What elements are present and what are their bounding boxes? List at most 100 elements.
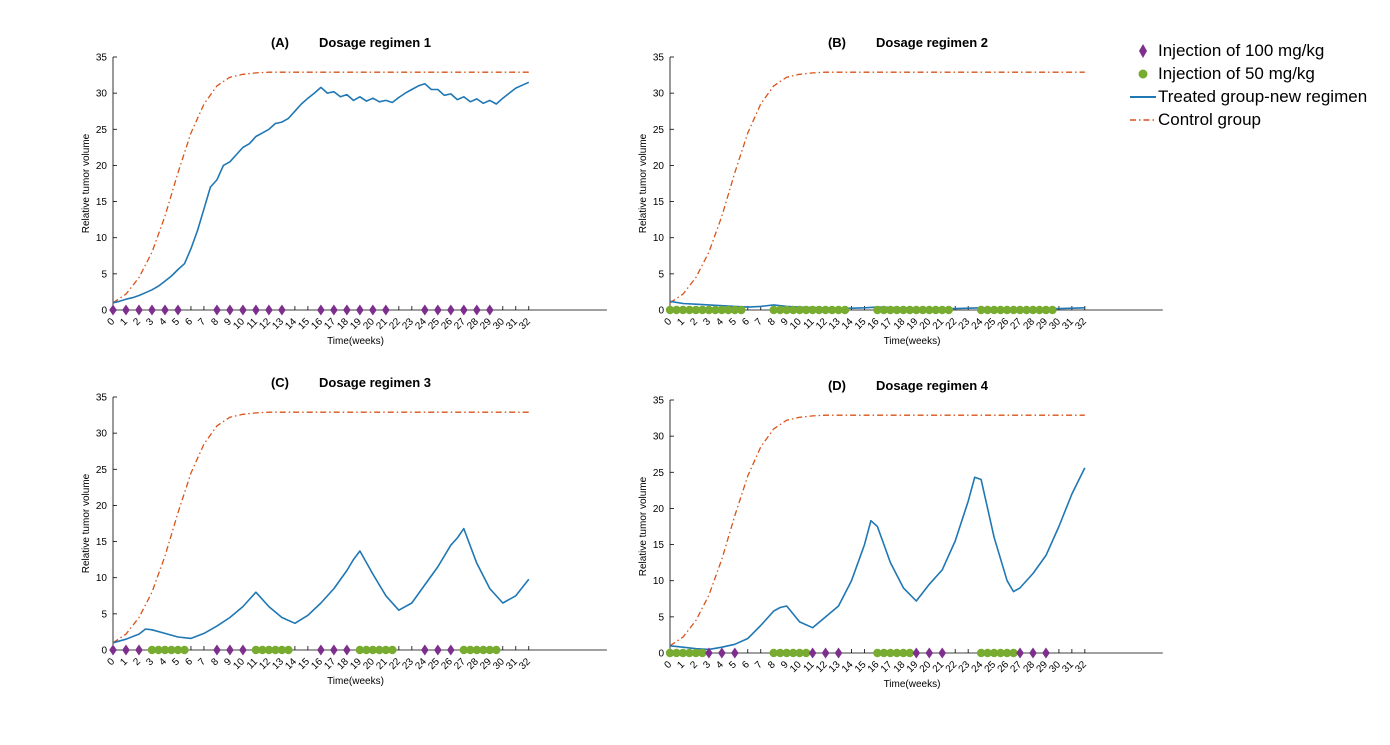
chart-title: Dosage regimen 4 bbox=[876, 378, 989, 393]
injection-100-marker bbox=[382, 304, 390, 316]
injection-100-marker bbox=[252, 304, 260, 316]
x-tick-label: 2 bbox=[688, 316, 700, 328]
injection-50-marker bbox=[698, 305, 707, 315]
injection-50-marker bbox=[147, 645, 157, 655]
injection-50-marker bbox=[264, 645, 274, 655]
x-tick-label: 32 bbox=[1073, 659, 1089, 675]
x-tick-label: 4 bbox=[714, 659, 726, 671]
y-axis-label: Relative tumor volume bbox=[638, 476, 649, 576]
injection-50-marker bbox=[685, 648, 694, 658]
x-tick-label: 2 bbox=[131, 656, 143, 668]
injection-100-marker bbox=[705, 647, 713, 659]
injection-50-marker bbox=[788, 648, 798, 658]
control-group-line bbox=[669, 414, 1085, 647]
injection-50-marker bbox=[466, 645, 475, 655]
injection-50-marker bbox=[362, 645, 371, 655]
y-tick-label: 20 bbox=[96, 501, 108, 512]
injection-50-marker bbox=[905, 305, 915, 315]
injection-50-marker bbox=[678, 305, 688, 315]
injection-50-marker bbox=[381, 645, 391, 655]
x-tick-label: 7 bbox=[753, 659, 765, 671]
injection-50-marker bbox=[1028, 305, 1038, 315]
y-tick-label: 35 bbox=[96, 393, 108, 404]
injection-100-marker bbox=[317, 304, 325, 316]
injection-100-marker bbox=[356, 304, 364, 316]
injection-100-marker bbox=[473, 304, 481, 316]
y-tick-label: 0 bbox=[658, 306, 664, 317]
injection-50-marker bbox=[737, 305, 746, 315]
injection-100-marker bbox=[317, 644, 325, 656]
injection-50-marker bbox=[271, 645, 280, 655]
injection-100-marker bbox=[135, 644, 143, 656]
injection-50-marker bbox=[691, 648, 701, 658]
x-tick-label: 6 bbox=[740, 316, 752, 328]
x-tick-label: 0 bbox=[662, 659, 674, 671]
injection-50-marker bbox=[698, 648, 707, 658]
x-tick-label: 32 bbox=[1073, 316, 1089, 332]
injection-100-marker bbox=[447, 644, 455, 656]
injection-100-marker bbox=[912, 647, 921, 659]
legend-entry-treated: Treated group-new regimen bbox=[1130, 86, 1385, 109]
y-tick-label: 5 bbox=[101, 269, 107, 280]
x-tick-label: 5 bbox=[170, 656, 182, 668]
circle-marker-icon bbox=[1138, 69, 1148, 79]
injection-50-marker bbox=[918, 305, 927, 315]
injection-100-marker bbox=[421, 304, 429, 316]
panel-letter: (D) bbox=[828, 378, 846, 393]
x-tick-label: 0 bbox=[105, 656, 117, 668]
injection-50-marker bbox=[160, 645, 170, 655]
injection-50-marker bbox=[931, 305, 940, 315]
injection-50-marker bbox=[672, 305, 681, 315]
injection-50-marker bbox=[827, 305, 837, 315]
injection-50-marker bbox=[801, 648, 811, 658]
injection-50-marker bbox=[1041, 305, 1051, 315]
injection-50-marker bbox=[775, 305, 785, 315]
injection-100-marker bbox=[161, 304, 169, 316]
legend-entry-inj50: Injection of 50 mg/kg bbox=[1130, 63, 1385, 86]
injection-50-marker bbox=[1009, 305, 1018, 315]
injection-100-marker bbox=[421, 644, 429, 656]
injection-50-marker bbox=[769, 648, 778, 658]
injection-50-marker bbox=[284, 645, 293, 655]
y-tick-label: 25 bbox=[653, 468, 665, 479]
injection-50-marker bbox=[1002, 648, 1012, 658]
diamond-marker-icon bbox=[1139, 44, 1147, 58]
x-tick-label: 3 bbox=[701, 316, 713, 328]
injection-50-marker bbox=[704, 305, 714, 315]
injection-50-marker bbox=[795, 648, 804, 658]
injection-50-marker bbox=[277, 645, 287, 655]
injection-50-marker bbox=[879, 648, 889, 658]
injection-100-marker bbox=[174, 304, 182, 316]
injection-50-marker bbox=[976, 648, 986, 658]
y-tick-label: 5 bbox=[658, 269, 664, 280]
injection-50-marker bbox=[492, 645, 501, 655]
legend-entry-inj100: Injection of 100 mg/kg bbox=[1130, 40, 1385, 63]
injection-50-marker bbox=[472, 645, 482, 655]
injection-50-marker bbox=[258, 645, 267, 655]
injection-50-marker bbox=[173, 645, 183, 655]
panel-letter: (B) bbox=[828, 35, 846, 50]
injection-100-marker bbox=[122, 644, 130, 656]
injection-50-marker bbox=[717, 305, 727, 315]
x-axis-label: Time(weeks) bbox=[327, 676, 384, 687]
y-tick-label: 5 bbox=[101, 609, 107, 620]
injection-100-marker bbox=[834, 647, 843, 659]
injection-50-marker bbox=[388, 645, 397, 655]
injection-100-marker bbox=[460, 304, 468, 316]
x-tick-label: 6 bbox=[183, 316, 195, 328]
chart-title: Dosage regimen 3 bbox=[319, 375, 431, 390]
injection-50-marker bbox=[180, 645, 189, 655]
injection-100-marker bbox=[239, 304, 247, 316]
injection-50-marker bbox=[154, 645, 163, 655]
dash-dot-line-icon bbox=[1130, 119, 1156, 121]
y-tick-label: 35 bbox=[96, 53, 108, 64]
x-tick-label: 4 bbox=[714, 316, 726, 328]
injection-100-marker bbox=[226, 644, 234, 656]
injection-100-marker bbox=[434, 644, 442, 656]
injection-100-marker bbox=[434, 304, 442, 316]
injection-50-marker bbox=[672, 648, 681, 658]
injection-50-marker bbox=[886, 305, 895, 315]
